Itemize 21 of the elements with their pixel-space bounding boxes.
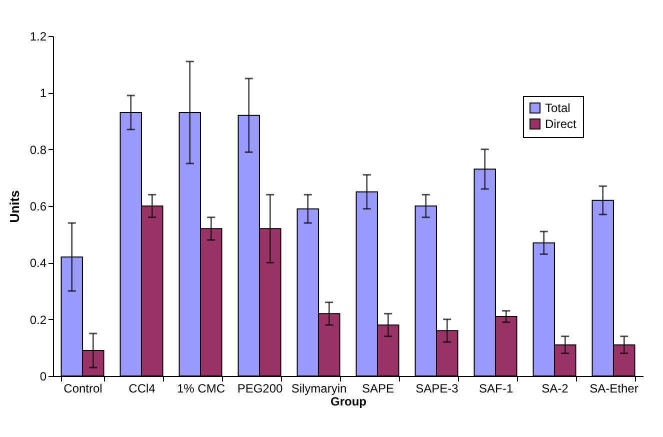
x-tick-label: SAPE-3 — [416, 382, 459, 396]
y-tick-label: 0.4 — [30, 256, 47, 270]
legend-label: Total — [545, 101, 570, 115]
x-tick-label: 1% CMC — [176, 382, 226, 396]
y-tick-label: 1 — [40, 86, 47, 100]
y-tick-label: 0.8 — [30, 142, 47, 157]
y-tick-label: 0.6 — [30, 200, 47, 214]
legend-label: Direct — [545, 117, 577, 131]
x-tick-label: CCl4 — [128, 382, 156, 396]
y-axis-title: Units — [6, 190, 22, 223]
y-tick-label: 1.2 — [30, 30, 47, 44]
y-tick-label: 0.2 — [30, 312, 47, 327]
x-axis-title: Group — [330, 394, 366, 408]
x-tick-label: Silymaryin — [291, 382, 347, 396]
x-tick-label: SA-Ether — [590, 382, 638, 396]
x-tick-label: SAF-1 — [478, 382, 514, 396]
y-tick-label: 0 — [40, 370, 47, 384]
x-tick-label: PEG200 — [237, 382, 283, 396]
x-tick-label: SA-2 — [542, 382, 569, 396]
x-tick-label: SAPE — [362, 382, 394, 396]
x-tick-label: Control — [64, 382, 102, 396]
